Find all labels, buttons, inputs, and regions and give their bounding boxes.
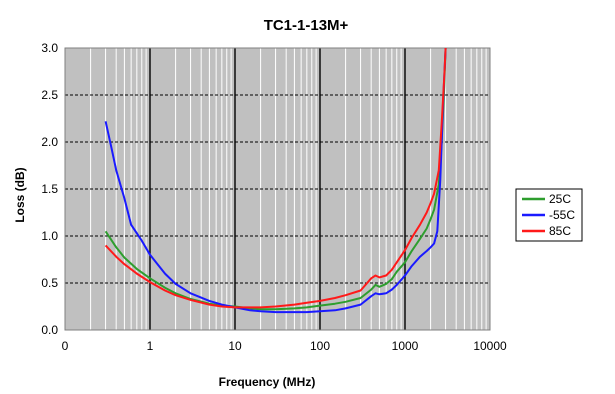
x-tick-label: 1000 (392, 339, 419, 353)
legend: 25C -55C 85C (515, 188, 583, 242)
series-line (104, 47, 447, 311)
y-tick-label: 3.0 (41, 41, 58, 55)
plot-border (64, 47, 491, 331)
y-tick-label: 1.0 (41, 229, 58, 243)
x-tick-label: 0 (62, 339, 69, 353)
x-tick-label: 10 (228, 339, 242, 353)
legend-label: 85C (549, 224, 571, 238)
series-line (104, 47, 447, 309)
y-tick-label: 0.0 (41, 323, 58, 337)
legend-label: 25C (549, 192, 571, 206)
y-tick-label: 1.5 (41, 182, 58, 196)
major-gridlines (65, 48, 490, 330)
y-tick-label: 0.5 (41, 276, 58, 290)
series-lines (104, 47, 447, 314)
chart-title: TC1-1-13M+ (264, 17, 349, 34)
x-tick-label: 10000 (473, 339, 507, 353)
y-axis-label: Loss (dB) (13, 167, 27, 222)
y-tick-label: 2.0 (41, 135, 58, 149)
legend-label: -55C (549, 208, 575, 222)
x-axis-ticks: 0 1 10 100 1000 10000 (62, 339, 507, 353)
y-axis-ticks: 0.0 0.5 1.0 1.5 2.0 2.5 3.0 (41, 41, 58, 337)
y-tick-label: 2.5 (41, 88, 58, 102)
x-axis-label: Frequency (MHz) (219, 375, 316, 389)
x-tick-label: 1 (147, 339, 154, 353)
x-tick-label: 100 (310, 339, 330, 353)
series-line (104, 47, 447, 314)
